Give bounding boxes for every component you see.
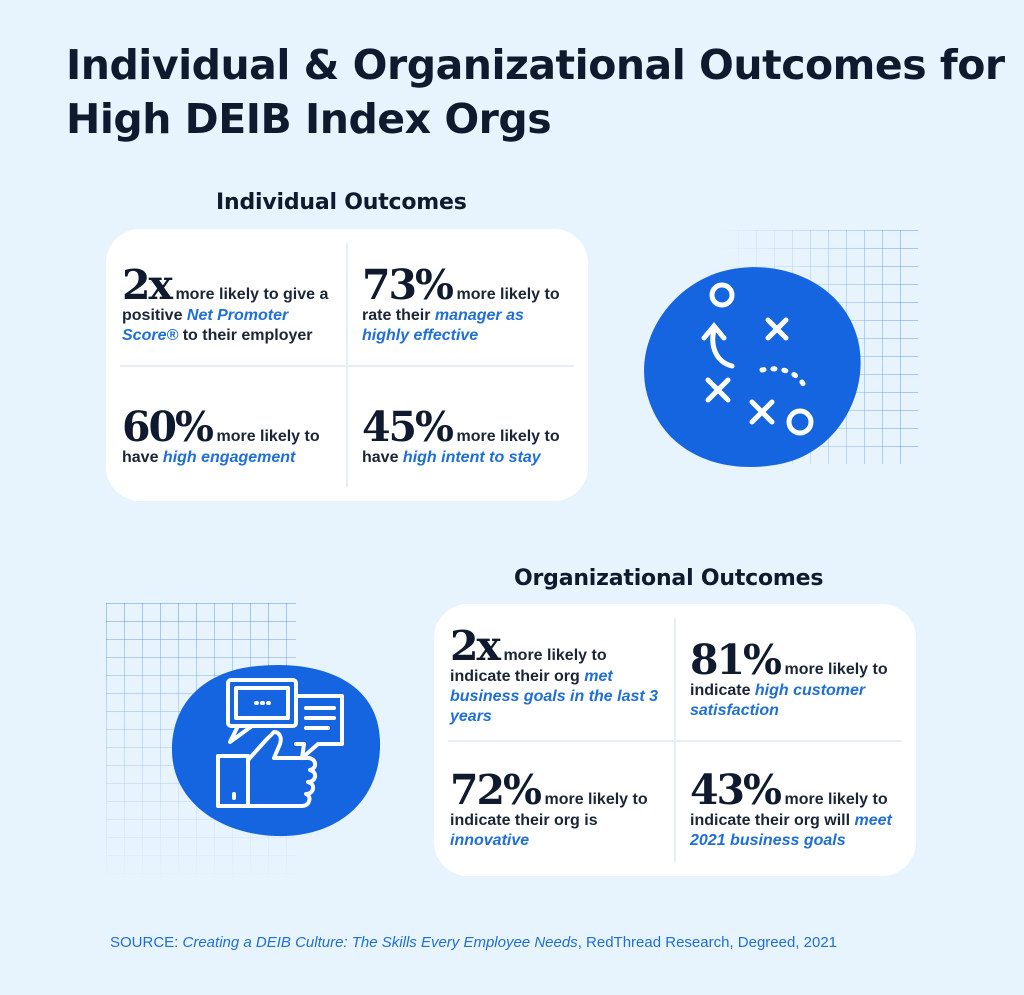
stat-value: 72%: [450, 766, 542, 814]
card-divider: [120, 365, 574, 367]
stat-cell: 2x more likely to indicate their org met…: [450, 626, 670, 727]
stat-cell: 81% more likely to indicate high custome…: [690, 640, 900, 721]
stat-highlight: high engagement: [162, 449, 296, 466]
stat-value: 81%: [690, 636, 782, 684]
organizational-outcomes-card: 2x more likely to indicate their org met…: [434, 604, 916, 876]
stat-cell: 45% more likely to have high intent to s…: [362, 407, 572, 468]
stat-highlight: manager as highly effective: [362, 307, 524, 344]
source-publishers: , RedThread Research, Degreed, 2021: [577, 934, 838, 951]
card-divider: [448, 740, 902, 742]
page-title: Individual & Organizational Outcomes for…: [66, 41, 1005, 143]
individual-outcomes-card: 2x more likely to give a positive Net Pr…: [106, 229, 588, 501]
stat-cell: 73% more likely to rate their manager as…: [362, 265, 572, 346]
stat-cell: 60% more likely to have high engagement: [122, 407, 342, 468]
stat-cell: 43% more likely to indicate their org wi…: [690, 770, 904, 851]
strategy-play-icon: [644, 267, 861, 467]
stat-highlight: met business goals in the last 3 years: [450, 668, 659, 725]
source-work-title: Creating a DEIB Culture: The Skills Ever…: [182, 934, 578, 951]
stat-highlight: Net Promoter Score®: [122, 307, 289, 344]
stat-highlight: high customer satisfaction: [690, 682, 866, 719]
individual-outcomes-heading: Individual Outcomes: [216, 190, 467, 215]
stat-text: more likely to have: [362, 428, 560, 466]
source-citation: SOURCE: Creating a DEIB Culture: The Ski…: [110, 934, 837, 951]
stat-value: 2x: [450, 622, 501, 670]
thumbs-up-chat-icon: [172, 664, 381, 837]
stat-text: to their employer: [178, 327, 313, 344]
organizational-outcomes-heading: Organizational Outcomes: [514, 566, 824, 591]
stat-text: more likely to rate their: [362, 286, 560, 324]
stat-text: more likely to have: [122, 428, 320, 466]
stat-text: more likely to indicate their org is: [450, 791, 648, 829]
stat-highlight: meet 2021 business goals: [690, 812, 892, 849]
stat-value: 2x: [122, 261, 173, 309]
stat-value: 73%: [362, 261, 454, 309]
stat-text: more likely to indicate: [690, 661, 888, 699]
stat-highlight: innovative: [450, 832, 530, 849]
stat-text: more likely to indicate their org: [450, 647, 607, 685]
source-label: SOURCE:: [110, 934, 183, 951]
stat-cell: 2x more likely to give a positive Net Pr…: [122, 265, 342, 346]
stat-value: 45%: [362, 403, 454, 451]
stat-cell: 72% more likely to indicate their org is…: [450, 770, 670, 851]
stat-text: more likely to give a positive: [122, 286, 329, 324]
stat-value: 60%: [122, 403, 214, 451]
stat-text: more likely to indicate their org will: [690, 791, 888, 829]
stat-value: 43%: [690, 766, 782, 814]
stat-highlight: high intent to stay: [402, 449, 541, 466]
